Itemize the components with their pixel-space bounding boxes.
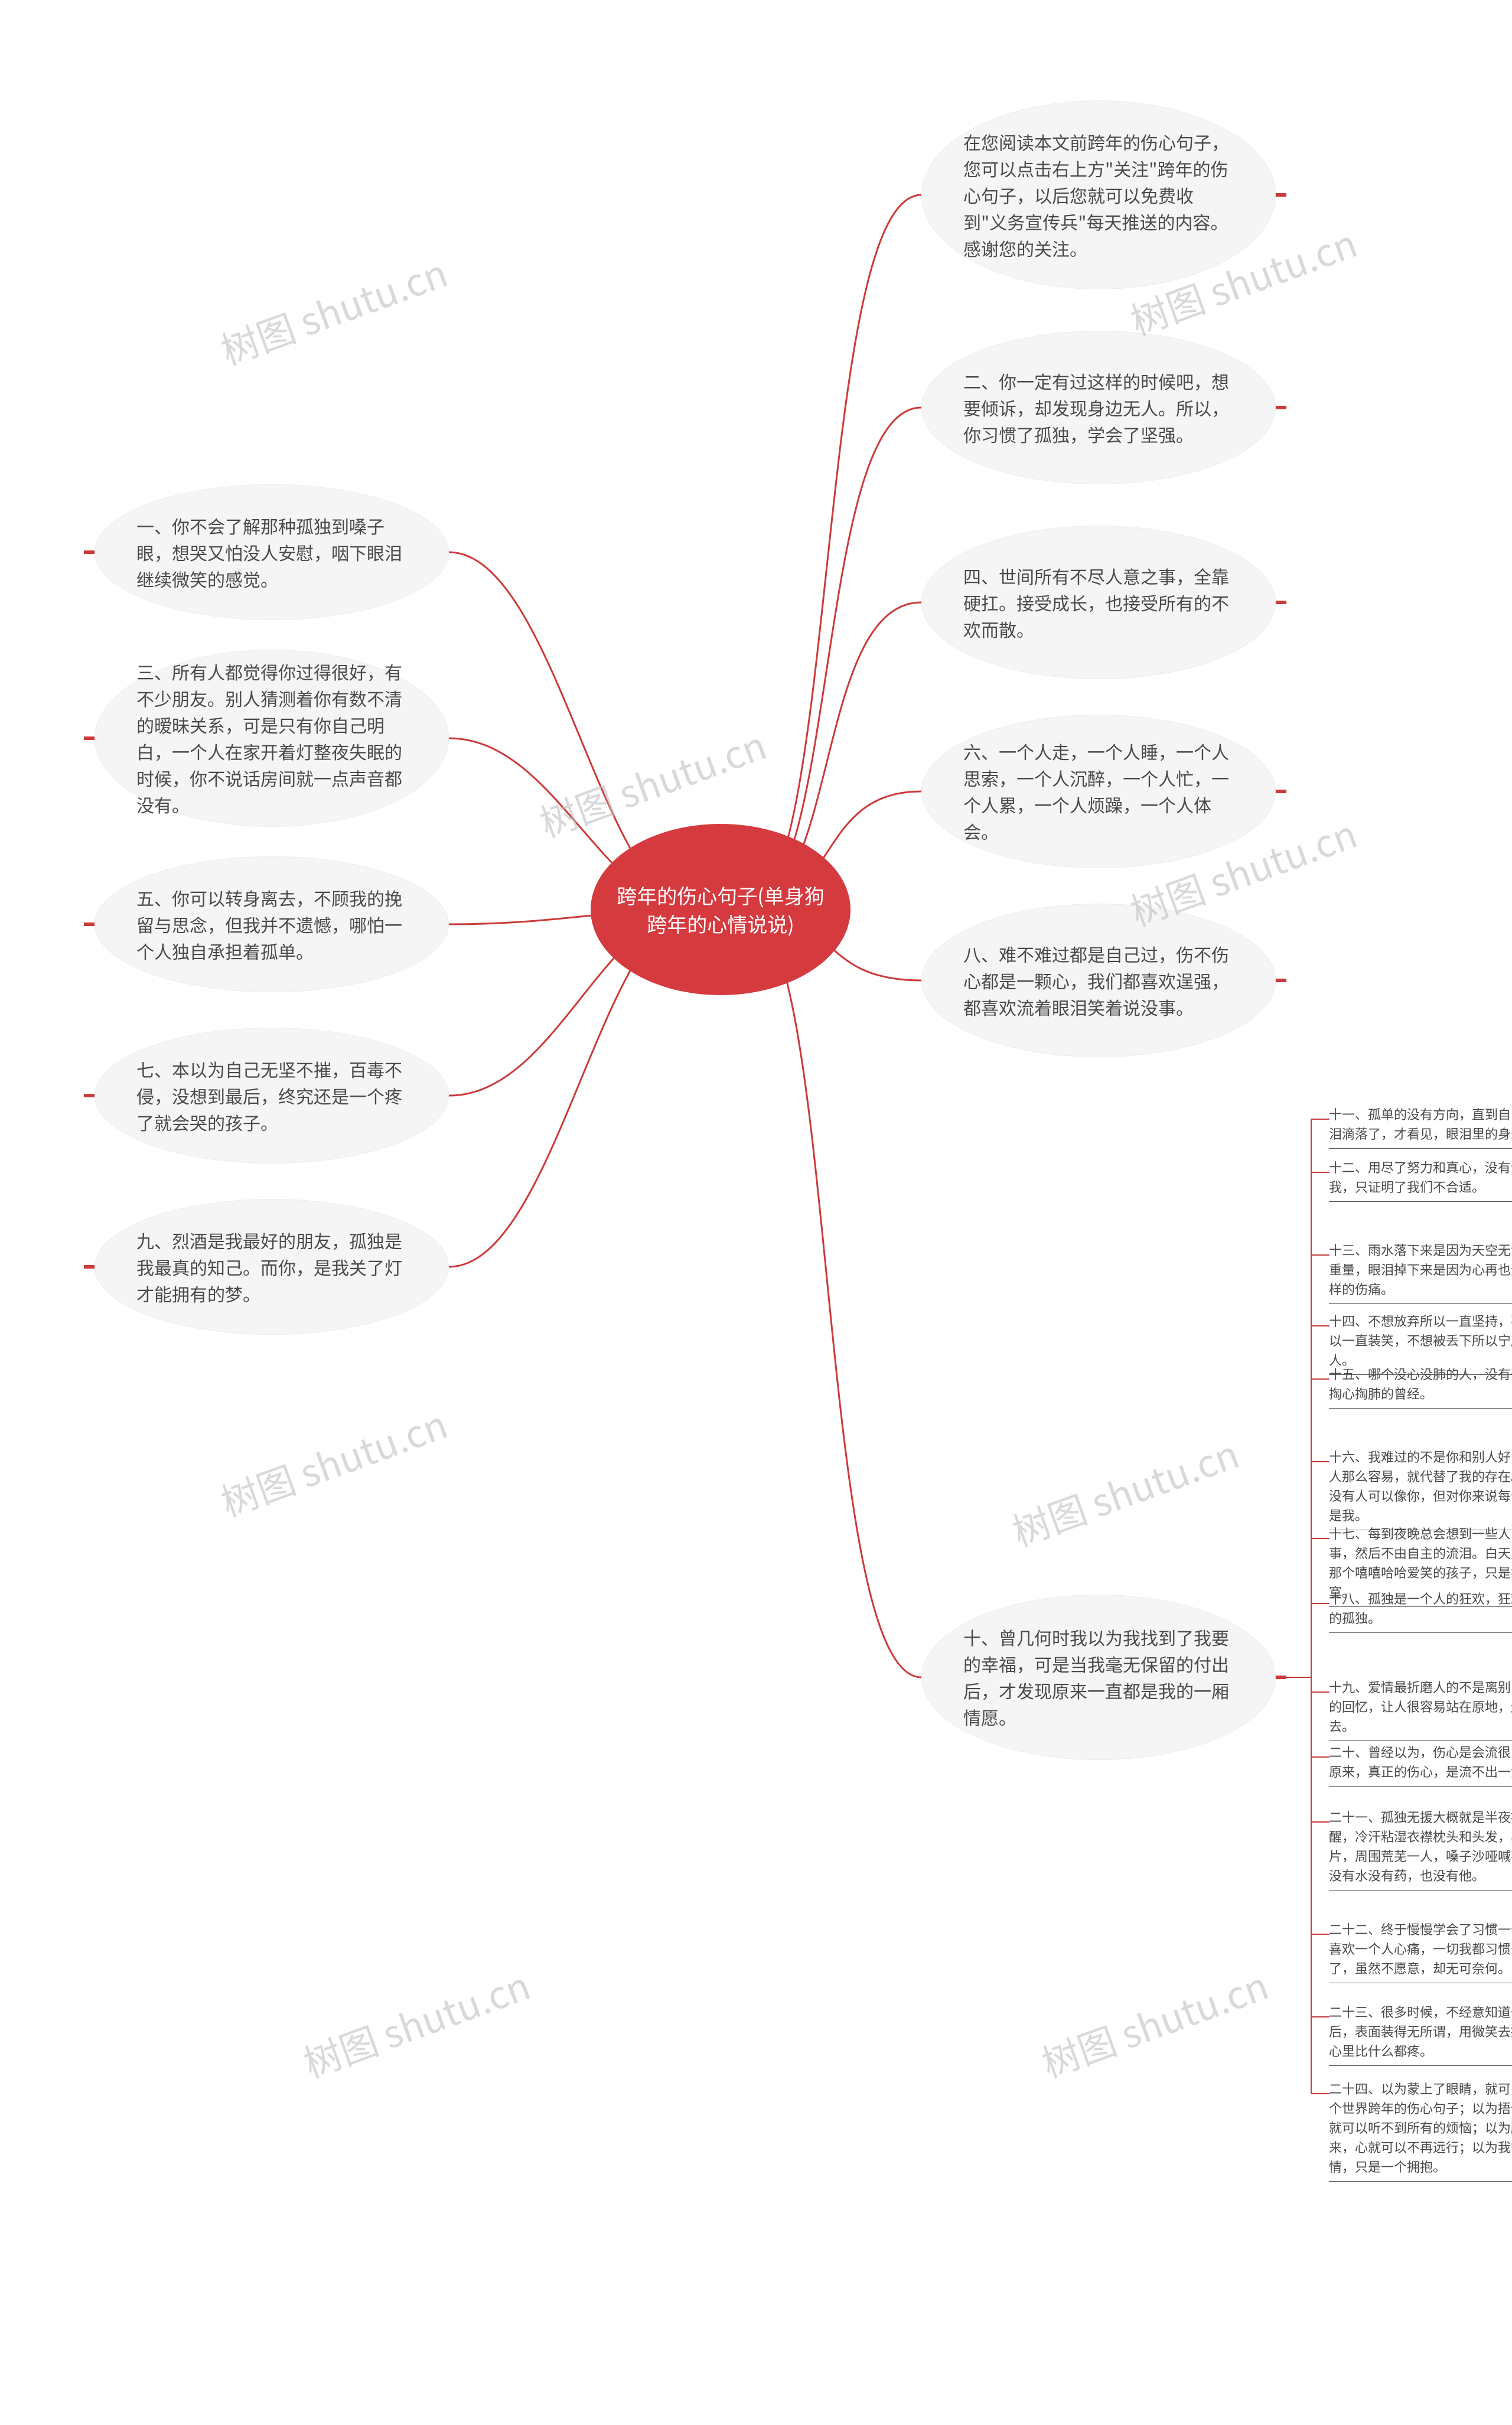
leaf-node: 十二、用尽了努力和真心，没有证明你爱我，只证明了我们不合适。: [1329, 1158, 1512, 1207]
branch-text: 五、你可以转身离去，不顾我的挽留与思念，但我并不遗憾，哪怕一个人独自承担着孤单。: [136, 885, 407, 964]
leaf-node: 二十、曾经以为，伤心是会流很多眼泪的。原来，真正的伤心，是流不出一滴眼泪。: [1329, 1742, 1512, 1791]
leaf-node: 二十一、孤独无援大概就是半夜被胃痛痛醒，冷汗粘湿衣襟枕头和头发，黑漆漆的一片，周…: [1329, 1807, 1512, 1895]
branch-text: 九、烈酒是我最好的朋友，孤独是我最真的知己。而你，是我关了灯才能拥有的梦。: [136, 1227, 407, 1307]
branch-node: 三、所有人都觉得你过得很好，有不少朋友。别人猜测着你有数不清的暧昧关系，可是只有…: [94, 650, 449, 827]
leaf-node: 十五、哪个没心没肺的人，没有一段为某人掏心掏肺的曾经。: [1329, 1364, 1512, 1413]
branch-text: 三、所有人都觉得你过得很好，有不少朋友。别人猜测着你有数不清的暧昧关系，可是只有…: [136, 659, 407, 818]
mindmap-canvas: 跨年的伤心句子(单身狗跨年的心情说说) 一、你不会了解那种孤独到嗓子眼，想哭又怕没…: [0, 0, 1512, 2425]
leaf-node: 十九、爱情最折磨人的不是离别，而是感动的回忆，让人很容易站在原地，还以为回得去。: [1329, 1677, 1512, 1746]
leaf-node: 二十二、终于慢慢学会了习惯一个人伤感，喜欢一个人心痛，一切我都习惯于一个人了，虽…: [1329, 1919, 1512, 1988]
branch-node: 在您阅读本文前跨年的伤心句子，您可以点击右上方"关注"跨年的伤心句子，以后您就可…: [921, 100, 1276, 289]
branch-text: 十、曾几何时我以为我找到了我要的幸福，可是当我毫无保留的付出后，才发现原来一直都…: [963, 1624, 1234, 1730]
branch-text: 四、世间所有不尽人意之事，全靠硬扛。接受成长，也接受所有的不欢而散。: [963, 563, 1234, 643]
branch-text: 八、难不难过都是自己过，伤不伤心都是一颗心，我们都喜欢逞强，都喜欢流着眼泪笑着说…: [963, 941, 1234, 1021]
branch-node: 一、你不会了解那种孤独到嗓子眼，想哭又怕没人安慰，咽下眼泪继续微笑的感觉。: [94, 484, 449, 620]
branch-text: 在您阅读本文前跨年的伤心句子，您可以点击右上方"关注"跨年的伤心句子，以后您就可…: [963, 129, 1234, 262]
branch-node: 二、你一定有过这样的时候吧，想要倾诉，却发现身边无人。所以，你习惯了孤独，学会了…: [921, 331, 1276, 484]
leaf-node: 二十四、以为蒙上了眼睛，就可以看不见这个世界跨年的伤心句子；以为捂住了耳朵，就可…: [1329, 2079, 1512, 2186]
branch-node: 十、曾几何时我以为我找到了我要的幸福，可是当我毫无保留的付出后，才发现原来一直都…: [921, 1595, 1276, 1760]
branch-text: 一、你不会了解那种孤独到嗓子眼，想哭又怕没人安慰，咽下眼泪继续微笑的感觉。: [136, 513, 407, 592]
branch-text: 二、你一定有过这样的时候吧，想要倾诉，却发现身边无人。所以，你习惯了孤独，学会了…: [963, 368, 1234, 448]
branch-node: 六、一个人走，一个人睡，一个人思索，一个人沉醉，一个人忙，一个人累，一个人烦躁，…: [921, 715, 1276, 868]
branch-text: 六、一个人走，一个人睡，一个人思索，一个人沉醉，一个人忙，一个人累，一个人烦躁，…: [963, 738, 1234, 845]
leaf-node: 十六、我难过的不是你和别人好，是看到别人那么容易，就代替了我的存在。对我来说没有…: [1329, 1447, 1512, 1535]
branch-node: 七、本以为自己无坚不摧，百毒不侵，没想到最后，终究还是一个疼了就会哭的孩子。: [94, 1028, 449, 1163]
branch-node: 九、烈酒是我最好的朋友，孤独是我最真的知己。而你，是我关了灯才能拥有的梦。: [94, 1199, 449, 1335]
branch-node: 五、你可以转身离去，不顾我的挽留与思念，但我并不遗憾，哪怕一个人独自承担着孤单。: [94, 856, 449, 992]
center-topic: 跨年的伤心句子(单身狗跨年的心情说说): [591, 824, 850, 995]
branch-node: 四、世间所有不尽人意之事，全靠硬扛。接受成长，也接受所有的不欢而散。: [921, 526, 1276, 679]
leaf-node: 十八、孤独是一个人的狂欢，狂欢是一群人的孤独。: [1329, 1589, 1512, 1638]
branch-node: 八、难不难过都是自己过，伤不伤心都是一颗心，我们都喜欢逞强，都喜欢流着眼泪笑着说…: [921, 904, 1276, 1057]
leaf-node: 十三、雨水落下来是因为天空无法承受它的重量，眼泪掉下来是因为心再也无法承受那样的…: [1329, 1240, 1512, 1309]
leaf-node: 十一、孤单的没有方向，直到自己蹲下来，泪滴落了，才看见，眼泪里的身影。: [1329, 1104, 1512, 1153]
leaf-node: 二十三、很多时候，不经意知道一些事情后，表面装得无所谓，用微笑去掩饰，其实心里比…: [1329, 2002, 1512, 2071]
branch-text: 七、本以为自己无坚不摧，百毒不侵，没想到最后，终究还是一个疼了就会哭的孩子。: [136, 1056, 407, 1136]
